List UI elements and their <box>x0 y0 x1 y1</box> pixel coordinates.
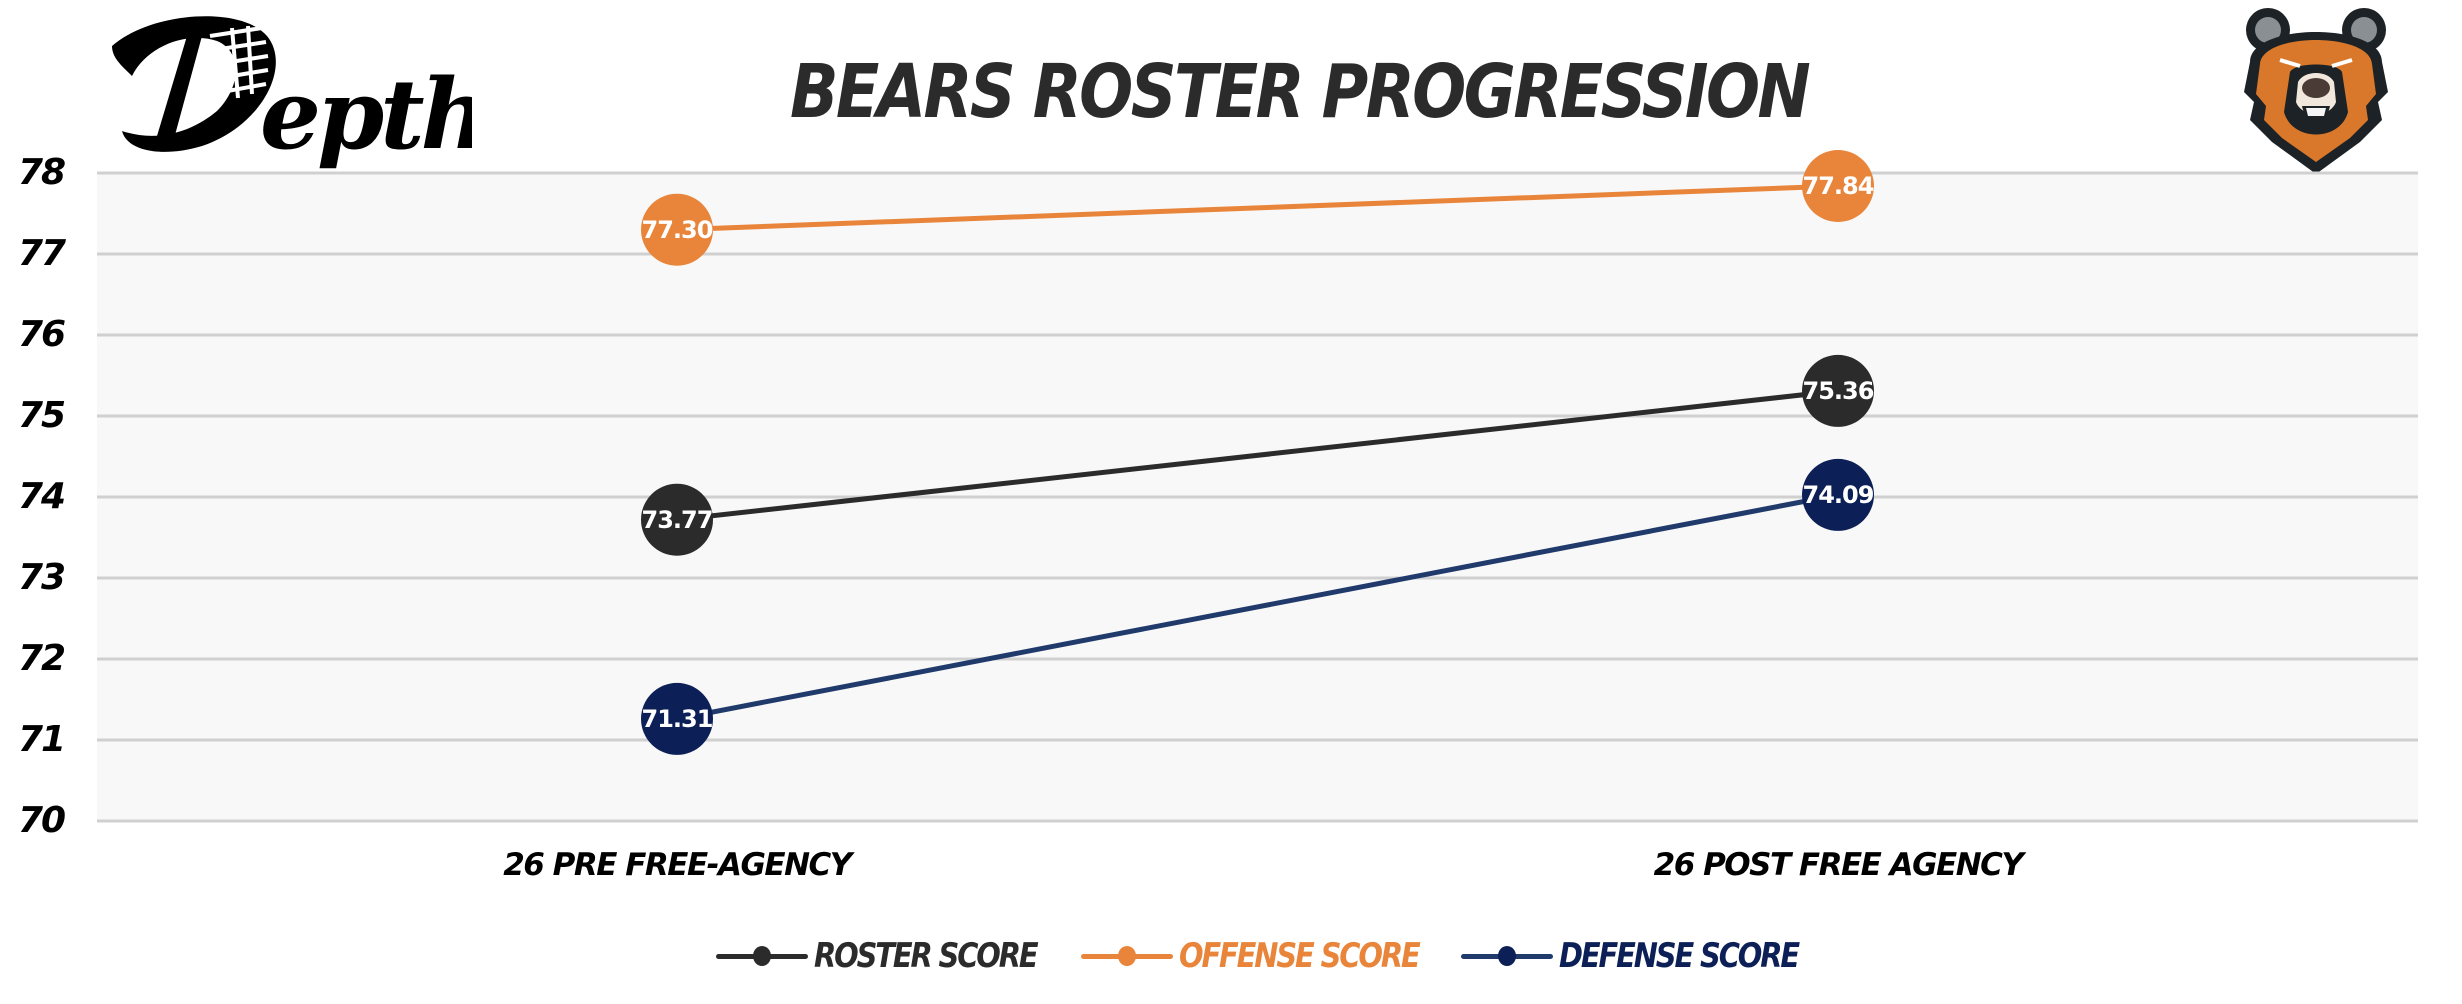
y-tick-75: 75 <box>18 395 66 436</box>
defense-label-post: 74.09 <box>1802 481 1875 509</box>
y-tick-74: 74 <box>18 476 66 517</box>
defense-marker-pre[interactable] <box>641 682 713 755</box>
roster-label-pre: 73.77 <box>641 506 714 534</box>
roster-series-line <box>676 388 1839 523</box>
offense-series-line <box>676 183 1839 233</box>
defense-series-line <box>676 492 1839 722</box>
legend-label-offense: OFFENSE SCORE <box>1179 936 1421 976</box>
y-tick-73: 73 <box>18 557 66 598</box>
defense-legend-marker-icon <box>1461 946 1553 966</box>
offense-marker-pre[interactable] <box>641 193 713 266</box>
legend-item-roster[interactable]: ROSTER SCORE <box>716 935 1039 977</box>
offense-marker-post[interactable] <box>1802 150 1874 222</box>
legend-item-defense[interactable]: DEFENSE SCORE <box>1461 935 1800 977</box>
defense-marker-post[interactable] <box>1802 458 1874 531</box>
y-tick-70: 70 <box>18 800 66 841</box>
y-tick-71: 71 <box>18 719 66 760</box>
offense-label-post: 77.84 <box>1802 172 1875 200</box>
roster-marker-pre[interactable] <box>641 483 713 556</box>
defense-label-pre: 71.31 <box>641 705 714 733</box>
chart-legend: ROSTER SCORE OFFENSE SCORE DEFENSE SCORE <box>716 935 1841 977</box>
x-tick-post-free-agency: 26 POST FREE AGENCY <box>1653 847 2024 883</box>
roster-legend-marker-icon <box>716 946 808 966</box>
svg-text:epth: epth <box>260 58 472 171</box>
offense-legend-marker-icon <box>1081 946 1173 966</box>
bear-head-logo <box>2244 8 2388 174</box>
legend-label-roster: ROSTER SCORE <box>814 936 1039 976</box>
y-tick-72: 72 <box>18 638 66 679</box>
roster-label-post: 75.36 <box>1802 377 1875 405</box>
gridlines <box>97 171 2418 823</box>
y-tick-76: 76 <box>18 314 66 355</box>
x-tick-pre-free-agency: 26 PRE FREE-AGENCY <box>503 847 852 883</box>
legend-item-offense[interactable]: OFFENSE SCORE <box>1081 935 1421 977</box>
legend-label-defense: DEFENSE SCORE <box>1559 936 1800 976</box>
depth-logo: epth <box>112 16 472 171</box>
offense-label-pre: 77.30 <box>641 216 714 244</box>
roster-marker-post[interactable] <box>1802 354 1874 427</box>
y-tick-77: 77 <box>18 233 66 274</box>
y-tick-78: 78 <box>18 152 66 193</box>
